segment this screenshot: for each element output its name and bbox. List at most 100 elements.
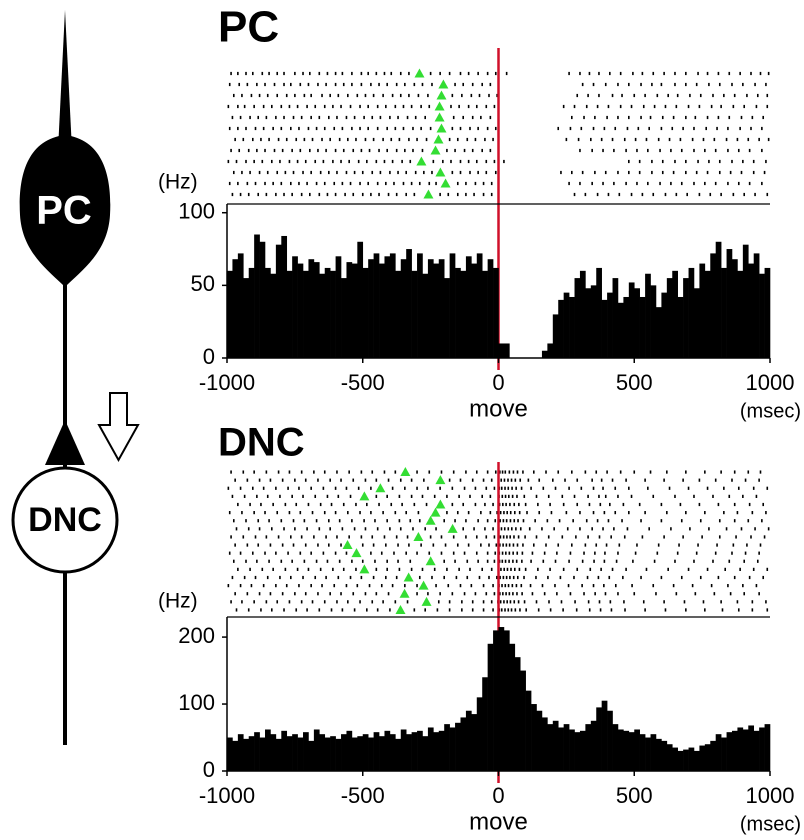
spike	[576, 478, 579, 482]
histogram-bar	[232, 740, 239, 771]
spike	[628, 511, 630, 515]
histogram-bar	[764, 724, 771, 771]
raster	[227, 470, 770, 612]
spike	[427, 592, 429, 596]
spike	[366, 502, 368, 507]
spike	[512, 575, 515, 580]
spike	[448, 608, 451, 612]
spike	[371, 600, 374, 604]
spike	[538, 478, 541, 482]
spike	[467, 104, 470, 109]
spike	[562, 502, 565, 507]
spike	[515, 486, 517, 490]
spike	[748, 148, 751, 153]
spike	[359, 600, 361, 604]
spike	[294, 592, 296, 596]
spike	[489, 511, 492, 515]
spike	[604, 551, 606, 555]
spike	[596, 104, 599, 109]
spike	[243, 575, 246, 580]
histogram-bar	[406, 249, 412, 358]
spike	[300, 115, 303, 120]
spike	[752, 170, 755, 175]
spike	[718, 82, 721, 87]
spike	[398, 494, 401, 498]
histogram-bar	[433, 732, 440, 771]
spike	[557, 470, 560, 474]
spike	[456, 511, 459, 515]
spike	[311, 511, 314, 515]
spike	[622, 575, 624, 580]
spike	[391, 584, 394, 588]
spike	[512, 592, 514, 596]
spike	[732, 104, 735, 109]
spike	[245, 519, 247, 523]
spike	[755, 104, 758, 109]
spike	[547, 575, 549, 580]
spike	[231, 494, 234, 498]
spike	[475, 159, 478, 164]
spike	[273, 148, 276, 153]
spike	[647, 486, 649, 490]
spike	[720, 104, 722, 109]
spike	[752, 159, 755, 164]
spike	[234, 592, 236, 596]
spike	[321, 93, 323, 98]
spike	[459, 478, 462, 482]
spike	[524, 502, 527, 507]
spike	[367, 71, 369, 76]
spike	[522, 470, 524, 474]
histogram-bar	[655, 307, 662, 358]
spike	[307, 502, 310, 507]
spike	[748, 181, 751, 186]
spike	[277, 470, 280, 474]
spike	[535, 575, 537, 580]
spike	[520, 486, 523, 490]
spike	[402, 126, 405, 131]
spike	[569, 126, 572, 131]
spike	[704, 181, 706, 186]
spike	[399, 71, 402, 76]
spike	[424, 527, 426, 531]
spike	[500, 567, 502, 571]
spike	[505, 502, 507, 507]
spike	[405, 551, 407, 555]
spike	[511, 527, 513, 531]
spike	[597, 575, 600, 580]
spike	[611, 567, 614, 571]
spike	[501, 559, 504, 563]
spike	[747, 519, 750, 523]
spike	[416, 584, 418, 588]
y-tick-label: 100	[178, 690, 215, 715]
spike	[678, 543, 680, 547]
spike	[230, 71, 232, 76]
spike	[506, 535, 508, 539]
spike	[648, 126, 650, 131]
spike	[583, 551, 585, 555]
histogram-bar	[368, 737, 374, 771]
spike	[716, 543, 718, 547]
spike	[633, 470, 636, 474]
spike	[710, 584, 713, 588]
spike	[759, 470, 762, 474]
spike	[675, 192, 678, 197]
spike	[285, 584, 288, 588]
spike	[318, 608, 321, 612]
spike	[512, 559, 514, 563]
spike	[482, 584, 485, 588]
histogram-bar	[227, 737, 233, 771]
histogram-bar	[699, 263, 706, 358]
spike	[579, 527, 581, 531]
spike	[600, 137, 603, 142]
spike	[348, 470, 350, 474]
spike	[394, 126, 397, 131]
spike	[461, 608, 463, 612]
histogram-bar	[330, 736, 336, 771]
histogram-bar	[607, 710, 613, 771]
spike	[227, 159, 230, 164]
spike	[433, 567, 436, 571]
histogram-bar	[704, 744, 711, 771]
spike	[569, 551, 572, 555]
spike	[481, 82, 484, 87]
spike	[656, 93, 659, 98]
